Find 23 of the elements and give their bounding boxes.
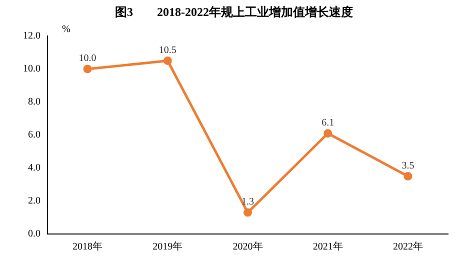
y-tick-label: 2.0 <box>28 196 40 207</box>
x-tick-label: 2018年 <box>72 240 103 253</box>
y-tick-label: 12.0 <box>23 30 40 42</box>
x-tick-label: 2020年 <box>232 240 263 253</box>
y-axis-title: % <box>62 24 70 35</box>
x-tick-label: 2019年 <box>152 240 183 253</box>
y-tick-label: 4.0 <box>28 162 40 174</box>
data-label: 10.5 <box>158 44 176 56</box>
data-label: 10.0 <box>78 53 96 64</box>
data-label: 6.1 <box>322 117 334 128</box>
point <box>83 64 92 74</box>
y-tick-label: 0.0 <box>28 228 40 240</box>
y-tick-label: 6.0 <box>28 130 40 141</box>
point <box>163 56 172 65</box>
point <box>324 129 332 138</box>
data-label: 3.5 <box>402 160 414 172</box>
x-tick-label: 2022年 <box>392 240 423 253</box>
x-tick-label: 2021年 <box>312 240 343 253</box>
y-tick-label: 10.0 <box>23 64 40 75</box>
point <box>404 172 412 180</box>
y-tick-label: 8.0 <box>28 96 40 108</box>
point <box>244 208 252 217</box>
chart-title: 图3 2018-2022年规上工业增加值增长速度 <box>114 4 354 21</box>
